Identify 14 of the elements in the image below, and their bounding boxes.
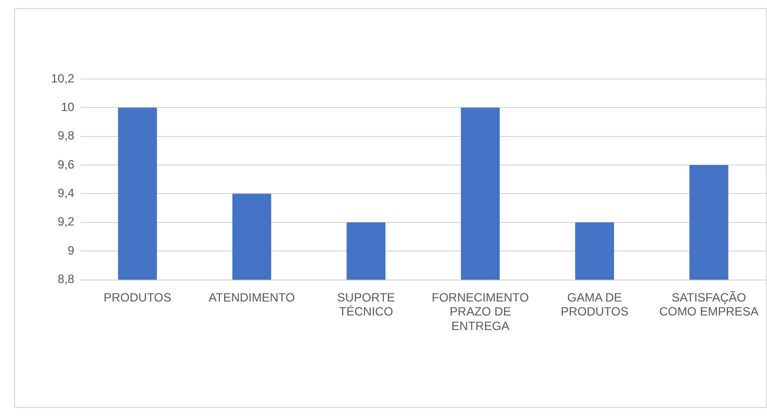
x-tick-label: GAMA DE PRODUTOS bbox=[560, 290, 628, 319]
y-tick-label: 9,4 bbox=[58, 186, 75, 200]
y-tick-label: 9,6 bbox=[58, 157, 75, 172]
x-tick-label: SATISFAÇÃO COMO EMPRESA bbox=[659, 290, 759, 319]
y-tick-label: 8,8 bbox=[58, 272, 75, 286]
y-tick-label: 9,8 bbox=[58, 128, 75, 143]
y-tick-label: 9 bbox=[68, 243, 75, 258]
y-tick-label: 10,2 bbox=[50, 71, 75, 86]
x-tick-label: ATENDIMENTO bbox=[208, 290, 295, 304]
y-tick-label: 10 bbox=[60, 100, 75, 114]
x-tick-label: SUPORTE TÉCNICO bbox=[337, 290, 395, 319]
x-tick-label: PRODUTOS bbox=[104, 290, 172, 304]
y-tick-label: 9,2 bbox=[58, 214, 75, 229]
x-tick-label: FORNECIMENTO PRAZO DE ENTREGA bbox=[432, 290, 529, 334]
